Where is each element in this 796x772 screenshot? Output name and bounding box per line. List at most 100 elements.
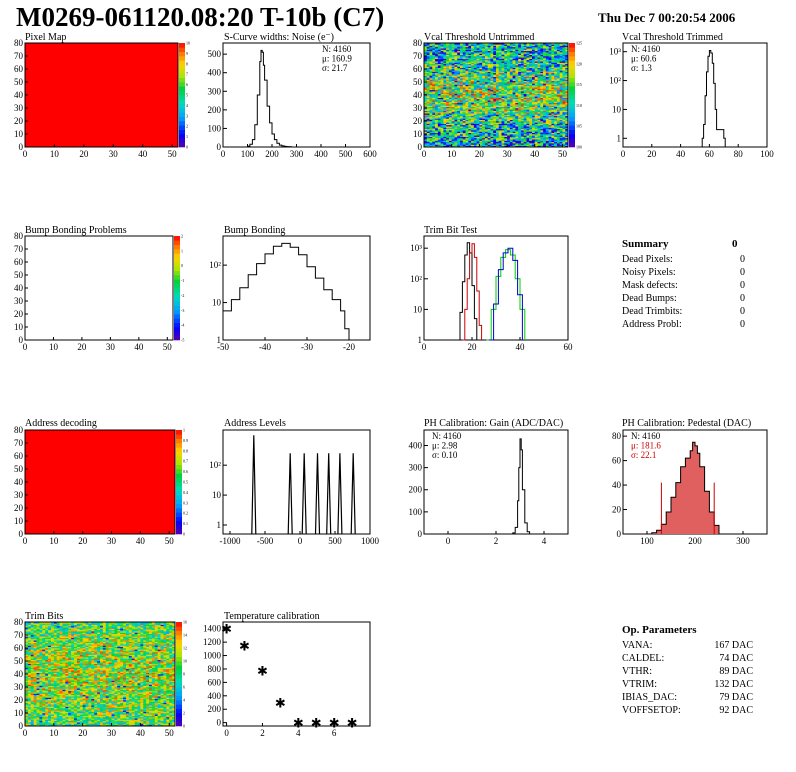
heatmap-cell	[548, 122, 552, 124]
heatmap-cell	[496, 72, 500, 75]
heatmap-cell	[532, 95, 536, 97]
heatmap-cell	[27, 672, 32, 675]
heatmap-cell	[443, 54, 447, 57]
heatmap-cell	[435, 92, 439, 94]
heatmap-cell	[559, 105, 563, 107]
heatmap-cell	[36, 718, 40, 720]
heatmap-cell	[548, 54, 552, 57]
heatmap-cell	[460, 130, 464, 132]
heatmap-cell	[437, 62, 441, 65]
heatmap-cell	[479, 144, 483, 146]
heatmap-cell	[507, 62, 511, 65]
heatmap-cell	[460, 92, 464, 94]
color-bar-segment	[174, 236, 180, 241]
heatmap-cell	[501, 54, 505, 57]
heatmap-cell	[25, 693, 29, 696]
heatmap-cell	[36, 633, 40, 636]
heatmap-cell	[515, 118, 519, 120]
heatmap-cell	[435, 58, 439, 61]
heatmap-cell	[473, 137, 477, 140]
heatmap-cell	[498, 111, 502, 114]
heatmap-cell	[534, 88, 538, 91]
y-tick-label: 50	[14, 464, 24, 474]
heatmap-cell	[509, 139, 513, 141]
heatmap-cell	[484, 124, 488, 127]
heatmap-cell	[30, 629, 34, 632]
heatmap-cell	[559, 63, 563, 66]
heatmap-cell	[537, 93, 541, 96]
heatmap-cell	[518, 53, 522, 55]
heatmap-cell	[545, 111, 549, 114]
heatmap-cell	[437, 143, 441, 145]
heatmap-cell	[443, 70, 447, 72]
heatmap-cell	[496, 89, 500, 92]
heatmap-cell	[515, 114, 519, 117]
heatmap-cell	[479, 104, 483, 106]
heatmap-cell	[36, 701, 40, 703]
heatmap-cell	[501, 48, 505, 50]
chart-title: Address Levels	[224, 418, 286, 429]
heatmap-cell	[523, 95, 527, 97]
heatmap-cell	[446, 58, 450, 61]
heatmap-cell	[507, 134, 511, 136]
heatmap-cell	[532, 121, 536, 123]
heatmap-cell	[498, 49, 502, 52]
heatmap-cell	[523, 111, 527, 114]
heatmap-cell	[429, 50, 433, 53]
x-tick-label: -40	[259, 342, 271, 352]
color-bar-segment	[569, 43, 575, 48]
heatmap-cell	[529, 91, 533, 93]
heatmap-cell	[493, 74, 497, 76]
heatmap-cell	[473, 88, 477, 91]
x-tick-label: 100	[760, 149, 774, 159]
heatmap-cell	[529, 53, 533, 55]
heatmap-cell	[457, 49, 461, 52]
x-tick-label: 50	[165, 536, 175, 546]
heatmap-cell	[529, 117, 533, 119]
heatmap-cell	[27, 636, 32, 638]
heatmap-cell	[476, 117, 480, 119]
heatmap-cell	[534, 83, 538, 85]
heatmap-cell	[454, 63, 458, 66]
heatmap-cell	[454, 67, 458, 70]
heatmap-cell	[462, 63, 466, 66]
heatmap-cell	[509, 46, 513, 49]
heatmap-cell	[462, 140, 466, 143]
heatmap-cell	[540, 93, 544, 96]
heatmap-cell	[36, 663, 40, 666]
heatmap-cell	[512, 69, 516, 71]
heatmap-cell	[429, 88, 433, 91]
heatmap-cell	[468, 88, 472, 91]
heatmap-cell	[493, 126, 497, 128]
heatmap-cell	[556, 140, 560, 143]
heatmap-cell	[451, 69, 455, 71]
heatmap-cell	[465, 143, 469, 145]
y-tick-label: 60	[413, 64, 423, 74]
heatmap-cell	[554, 97, 558, 100]
heatmap-cell	[468, 124, 472, 127]
heatmap-cell	[36, 693, 40, 696]
heatmap-cell	[33, 668, 37, 671]
heatmap-cell	[518, 130, 522, 132]
heatmap-cell	[540, 92, 544, 94]
heatmap-cell	[476, 45, 480, 48]
heatmap-cell	[545, 62, 549, 65]
heatmap-cell	[554, 88, 558, 91]
color-bar-segment	[569, 64, 575, 70]
heatmap-cell	[426, 84, 430, 87]
heatmap-cell	[482, 102, 486, 105]
heatmap-cell	[25, 709, 29, 711]
heatmap-cell	[462, 85, 466, 88]
heatmap-cell	[33, 645, 37, 647]
heatmap-cell	[534, 63, 538, 66]
heatmap-cell	[443, 49, 447, 52]
heatmap-cell	[540, 75, 544, 78]
heatmap-cell	[490, 83, 494, 85]
heatmap-cell	[520, 143, 524, 145]
heatmap-cell	[487, 131, 491, 133]
heatmap-cell	[473, 119, 477, 122]
heatmap-cell	[465, 52, 469, 54]
x-tick-label: 60	[705, 149, 715, 159]
heatmap-cell	[532, 79, 536, 81]
heatmap-cell	[437, 87, 441, 89]
